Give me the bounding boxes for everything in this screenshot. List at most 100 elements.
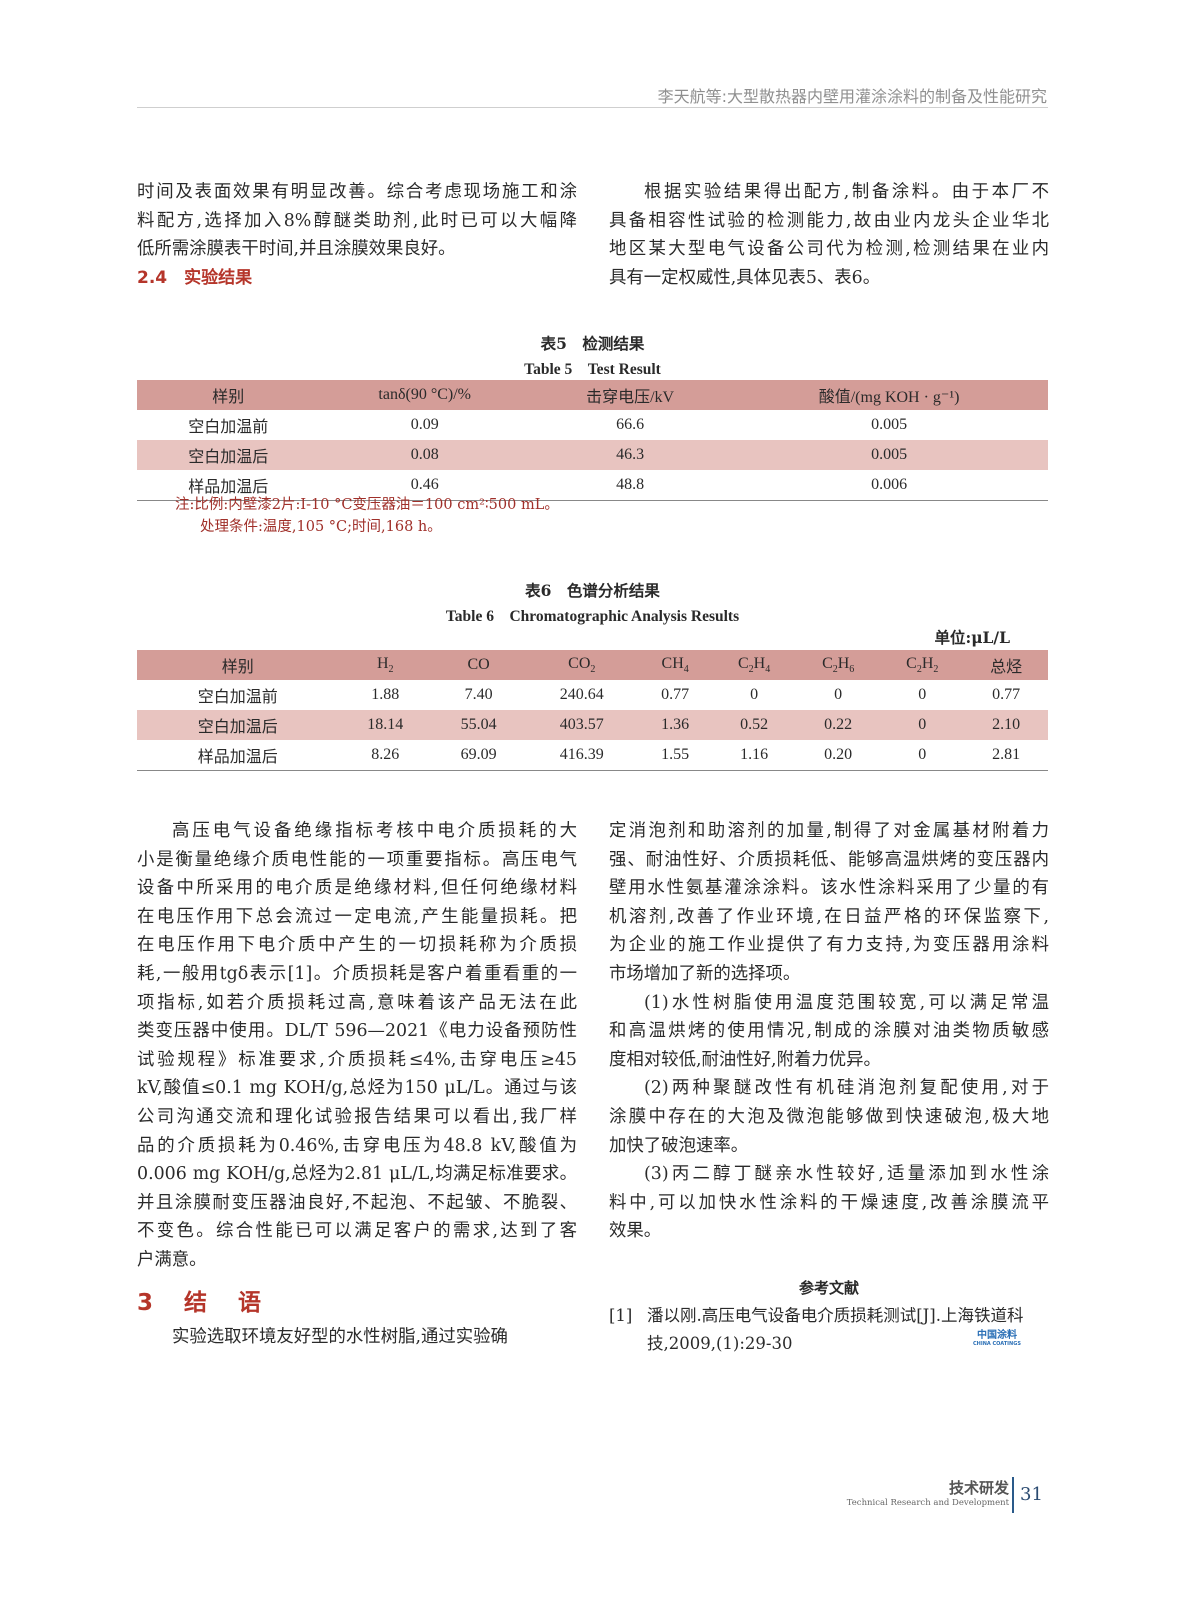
table-cell: 0.005 bbox=[730, 440, 1048, 470]
table-cell: 240.64 bbox=[559, 686, 604, 703]
table5-note-2: 处理条件:温度,105 °C;时间,168 h。 bbox=[200, 519, 442, 535]
column-header: CO2 bbox=[525, 650, 639, 680]
reference-text-1: 潘以刚.高压电气设备电介质损耗测试[J].上海铁道科 bbox=[647, 1306, 1024, 1325]
table-cell: 空白加温前 bbox=[188, 417, 269, 436]
column-header: H2 bbox=[338, 650, 432, 680]
column-header: CH4 bbox=[638, 650, 713, 680]
table6-caption-en: Table 6 Chromatographic Analysis Results bbox=[445, 608, 740, 625]
table-cell: 0 bbox=[918, 746, 927, 763]
reference-number: [1] bbox=[609, 1306, 633, 1325]
column-header: 击穿电压/kV bbox=[529, 380, 731, 410]
table-cell: 0.09 bbox=[410, 416, 439, 433]
table-cell: 0.77 bbox=[661, 686, 690, 703]
column-header: CO bbox=[431, 650, 526, 680]
text-line: 定消泡剂和助溶剂的加量,制得了对金属基材附着力 bbox=[609, 821, 1049, 841]
table5-caption-en: Table 5 Test Result bbox=[524, 361, 661, 378]
references-title: 参考文献 bbox=[798, 1279, 859, 1297]
text-line: 为企业的施工作业提供了有力支持,为变压器用涂料 bbox=[609, 935, 1049, 956]
text-line: 低所需涂膜表干时间,并且涂膜效果良好。 bbox=[137, 239, 456, 260]
footer-divider bbox=[1012, 1477, 1014, 1513]
reference-text-2: 技,2009,(1):29-30 bbox=[647, 1334, 793, 1353]
table-cell: 空白加温后 bbox=[137, 710, 339, 740]
table-cell: 48.8 bbox=[616, 476, 645, 493]
column-header: C2H6 bbox=[796, 650, 881, 680]
table5: 样别 tanδ(90 °C)/% 击穿电压/kV 酸值/(mg KOH · g⁻¹) 空… bbox=[137, 380, 1048, 501]
table-cell: 1.88 bbox=[371, 686, 400, 703]
table-row: 空白加温后 18.14 55.04 403.57 1.36 0.52 0.22 0 2.10 bbox=[137, 710, 1048, 740]
table-cell: 0.22 bbox=[796, 710, 881, 740]
section-heading-2-4: 2.4 实验结果 bbox=[137, 267, 253, 288]
table-cell: 0 bbox=[880, 710, 965, 740]
text-line: 不变色。综合性能已可以满足客户的需求,达到了客 bbox=[137, 1221, 577, 1242]
footer-section: 技术研发 Technical Research and Development bbox=[847, 1477, 1009, 1508]
table-cell: 空白加温后 bbox=[137, 440, 320, 470]
table-cell: 样品加温后 bbox=[197, 747, 278, 766]
text-line: 试验规程》标准要求,介质损耗≤4%,击穿电压≥45 bbox=[137, 1049, 577, 1070]
text-line: 料配方,选择加入8%醇醚类助剂,此时已可以大幅降 bbox=[137, 210, 577, 231]
column-header: 样别 bbox=[137, 380, 320, 410]
column-header: 总烃 bbox=[964, 650, 1048, 680]
footer-section-en: Technical Research and Development bbox=[846, 1498, 1009, 1508]
text-line: 效果。 bbox=[609, 1221, 662, 1242]
table-cell: 样品加温后 bbox=[188, 477, 269, 496]
table-row: 空白加温后 0.08 46.3 0.005 bbox=[137, 440, 1048, 470]
table-row: 样品加温后 0.46 48.8 0.006 bbox=[137, 470, 1048, 501]
table-cell: 7.40 bbox=[464, 686, 493, 703]
table-header-row: 样别 H2 CO CO2 CH4 C2H4 C2H6 C2H2 总烃 bbox=[137, 650, 1048, 680]
column-header: 酸值/(mg KOH · g⁻¹) bbox=[730, 380, 1048, 410]
text-line: (1)水性树脂使用温度范围较宽,可以满足常温 bbox=[644, 992, 1049, 1013]
text-line: 0.006 mg KOH/g,总烃为2.81 μL/L,均满足标准要求。 bbox=[137, 1164, 577, 1185]
text-line: 项指标,如若介质损耗过高,意味着该产品无法在此 bbox=[137, 992, 577, 1013]
text-line: 小是衡量绝缘介质电性能的一项重要指标。高压电气 bbox=[137, 849, 577, 870]
table-cell: 0 bbox=[918, 686, 927, 703]
text-line: 品的介质损耗为0.46%,击穿电压为48.8 kV,酸值为 bbox=[137, 1135, 577, 1156]
table-cell: 1.16 bbox=[740, 746, 769, 763]
bottom-left-column: 高压电气设备绝缘指标考核中电介质损耗的大 小是衡量绝缘介质电性能的一项重要指标。高… bbox=[137, 817, 577, 1351]
table-cell: 0.20 bbox=[824, 746, 853, 763]
table-cell: 46.3 bbox=[529, 440, 731, 470]
table5-note-1: 注:比例:内壁漆2片:I-10 °C变压器油＝100 cm²∶500 mL。 bbox=[175, 497, 559, 513]
text-line: 加快了破泡速率。 bbox=[609, 1135, 749, 1156]
table-cell: 0.52 bbox=[712, 710, 797, 740]
column-header: C2H4 bbox=[712, 650, 797, 680]
table5-caption-zh: 表5 检测结果 bbox=[540, 334, 645, 353]
table-cell: 0.46 bbox=[410, 476, 439, 493]
text-line: 根据实验结果得出配方,制备涂料。由于本厂不 bbox=[644, 182, 1049, 202]
text-line: kV,酸值≤0.1 mg KOH/g,总烃为150 μL/L。通过与该 bbox=[137, 1078, 577, 1099]
column-header: 样别 bbox=[137, 650, 339, 680]
table-cell: 0.006 bbox=[871, 476, 908, 493]
page-number: 31 bbox=[1020, 1484, 1043, 1505]
text-line: 强、耐油性好、介质损耗低、能够高温烘烤的变压器内 bbox=[609, 849, 1049, 870]
text-line: 机溶剂,改善了作业环境,在日益严格的环保监察下, bbox=[609, 906, 1049, 927]
text-line: 度相对较低,耐油性好,附着力优异。 bbox=[609, 1049, 881, 1070]
table-cell: 18.14 bbox=[338, 710, 432, 740]
table6: 样别 H2 CO CO2 CH4 C2H4 C2H6 C2H2 总烃 空白加温前 1.88 7.40 2… bbox=[137, 650, 1048, 771]
text-line: (2)两种聚醚改性有机硅消泡剂复配使用,对于 bbox=[644, 1078, 1049, 1099]
bottom-right-column: 定消泡剂和助溶剂的加量,制得了对金属基材附着力 强、耐油性好、介质损耗低、能够高温… bbox=[609, 817, 1049, 1246]
table-cell: 403.57 bbox=[525, 710, 639, 740]
table-row: 样品加温后 8.26 69.09 416.39 1.55 1.16 0.20 0 2.81 bbox=[137, 740, 1048, 771]
top-left-column: 时间及表面效果有明显改善。综合考虑现场施工和涂 料配方,选择加入8%醇醚类助剂,此… bbox=[137, 178, 577, 292]
section-heading-3: 3 结 语 bbox=[137, 1289, 266, 1316]
table-cell: 0 bbox=[750, 686, 759, 703]
table6-unit: 单位:μL/L bbox=[934, 628, 1010, 647]
header-divider bbox=[137, 107, 1048, 108]
text-line: 在电压作用下电介质中产生的一切损耗称为介质损 bbox=[137, 935, 577, 956]
text-line: 具备相容性试验的检测能力,故由业内龙头企业华北 bbox=[609, 210, 1049, 231]
text-line: 实验选取环境友好型的水性树脂,通过实验确 bbox=[172, 1326, 508, 1347]
text-line: 耗,一般用tgδ表示[1]。介质损耗是客户着重看重的一 bbox=[137, 963, 577, 984]
table-cell: 0.005 bbox=[871, 416, 908, 433]
table-cell: 66.6 bbox=[616, 416, 645, 433]
table-cell: 1.55 bbox=[661, 746, 690, 763]
table-cell: 2.81 bbox=[992, 746, 1021, 763]
table-cell: 0.08 bbox=[319, 440, 530, 470]
text-line: 在电压作用下总会流过一定电流,产生能量损耗。把 bbox=[137, 906, 577, 927]
text-line: 户满意。 bbox=[137, 1249, 207, 1270]
table-cell: 416.39 bbox=[559, 746, 604, 763]
china-coatings-logo: 中国涂料 CHINA COATINGS bbox=[973, 1330, 1021, 1348]
text-line: 和高温烘烤的使用情况,制成的涂膜对油类物质敏感 bbox=[609, 1021, 1049, 1042]
table-cell: 0 bbox=[834, 686, 843, 703]
table-cell: 空白加温前 bbox=[197, 687, 278, 706]
table-cell: 2.10 bbox=[964, 710, 1048, 740]
